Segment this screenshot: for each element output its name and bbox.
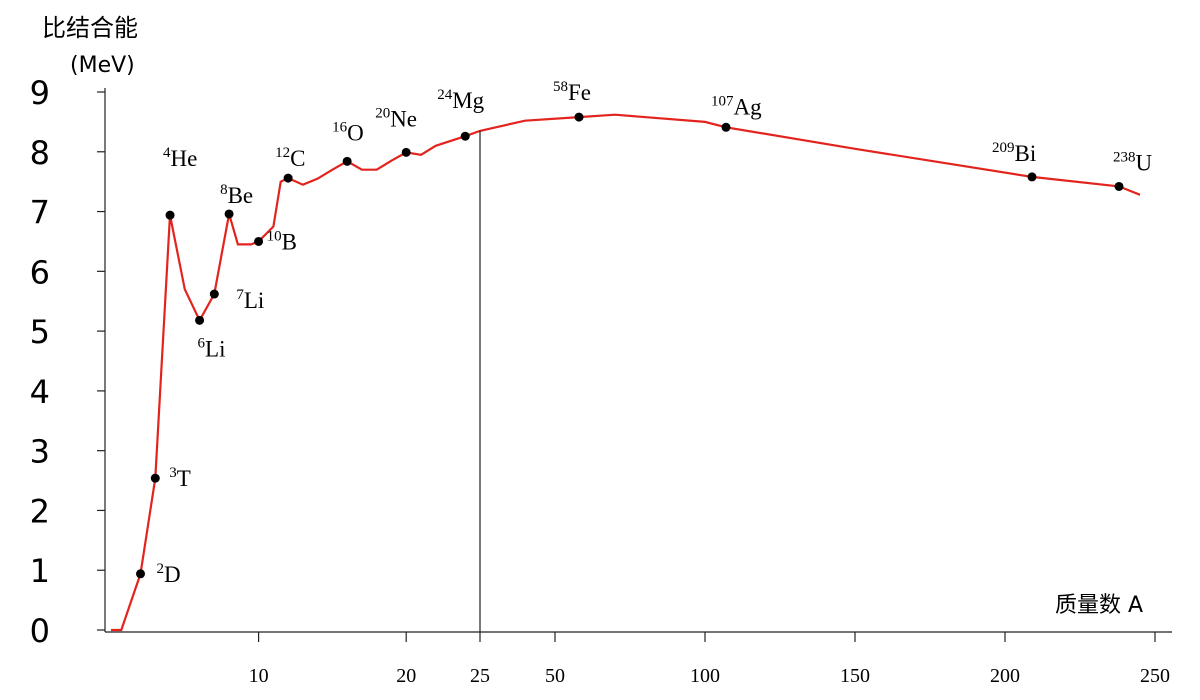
y-tick-label: 6 [30, 253, 50, 291]
element-symbol: D [164, 562, 181, 587]
x-tick-label: 100 [690, 665, 720, 687]
mass-number: 24 [437, 87, 453, 103]
point-label: 8Be [220, 182, 253, 208]
data-point [224, 209, 234, 219]
point-label: 6Li [198, 335, 226, 361]
y-tick-label: 2 [30, 492, 50, 530]
mass-number: 238 [1113, 149, 1136, 165]
element-symbol: Li [244, 288, 264, 313]
data-point [209, 289, 219, 299]
point-label: 4He [163, 145, 197, 171]
data-point [165, 210, 175, 220]
element-symbol: Bi [1015, 141, 1037, 166]
mass-number: 12 [275, 145, 290, 161]
mass-number: 16 [332, 119, 348, 135]
y-axis-label: 比结合能 [42, 14, 138, 42]
element-symbol: Ag [734, 94, 763, 119]
point-label: 20Ne [375, 105, 417, 131]
element-symbol: Mg [452, 88, 484, 113]
element-symbol: He [171, 146, 198, 171]
mass-number: 3 [169, 465, 177, 481]
x-tick-label: 200 [990, 665, 1020, 687]
point-label: 3T [169, 465, 191, 491]
mass-number: 209 [992, 140, 1015, 156]
mass-number: 10 [267, 228, 282, 244]
curve [111, 113, 1141, 632]
x-tick-label: 10 [249, 665, 269, 687]
mass-number: 8 [220, 182, 228, 198]
data-point [460, 131, 470, 141]
point-label: 10B [267, 228, 297, 254]
x-tick-label: 20 [396, 665, 416, 687]
point-label: 16O [332, 119, 364, 145]
data-point [1114, 181, 1124, 191]
element-symbol: U [1136, 150, 1153, 175]
y-tick-label: 4 [30, 373, 50, 411]
point-label: 24Mg [437, 87, 484, 113]
element-symbol: B [282, 229, 297, 254]
point-label: 209Bi [992, 140, 1036, 166]
element-symbol: Ne [390, 106, 417, 131]
element-symbol: Li [205, 336, 225, 361]
data-point [401, 147, 411, 157]
y-tick-label: 3 [30, 433, 50, 471]
point-label: 107Ag [711, 93, 762, 119]
mass-number: 2 [157, 561, 165, 577]
data-point [254, 236, 264, 246]
point-label: 58Fe [553, 79, 591, 105]
y-tick-label: 8 [30, 134, 50, 172]
x-axis-label: 质量数 A [1055, 593, 1143, 618]
y-tick-label: 0 [30, 612, 50, 650]
mass-number: 20 [375, 105, 390, 121]
x-tick-label: 50 [545, 665, 565, 687]
point-label: 7Li [236, 287, 264, 313]
y-tick-label: 1 [30, 552, 50, 590]
data-point [150, 473, 160, 483]
element-symbol: T [177, 466, 191, 491]
data-point [574, 112, 584, 122]
data-point [342, 156, 352, 166]
point-label: 12C [275, 145, 305, 171]
mass-number: 58 [553, 79, 568, 95]
x-tick-label: 150 [840, 665, 870, 687]
x-tick-label: 25 [470, 665, 490, 687]
element-symbol: Be [228, 183, 254, 208]
element-symbol: Fe [568, 80, 591, 105]
mass-number: 7 [236, 287, 244, 303]
data-point [195, 315, 205, 325]
data-point [721, 122, 731, 132]
point-label: 2D [157, 561, 181, 587]
mass-number: 6 [198, 335, 206, 351]
y-tick-label: 5 [30, 313, 50, 351]
y-axis-unit: (MeV) [70, 53, 135, 78]
data-point [136, 569, 146, 579]
y-tick-label: 7 [30, 194, 50, 232]
data-point [283, 173, 293, 183]
y-tick-label: 9 [30, 74, 50, 112]
mass-number: 107 [711, 93, 734, 109]
mass-number: 4 [163, 145, 171, 161]
element-symbol: C [290, 146, 305, 171]
x-tick-label: 250 [1140, 665, 1170, 687]
point-label: 238U [1113, 149, 1153, 175]
element-symbol: O [347, 120, 364, 145]
data-point [1027, 172, 1037, 182]
